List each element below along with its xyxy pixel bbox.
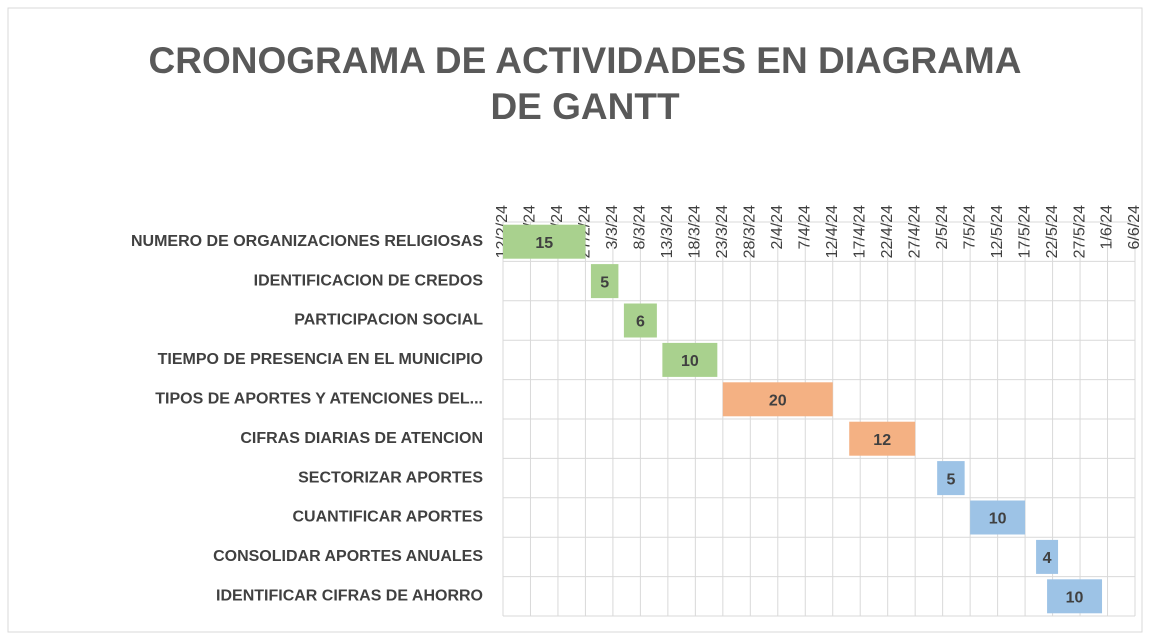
- x-tick-label: 3/3/24: [604, 205, 621, 250]
- bar: [623, 303, 657, 338]
- x-tick-label: 17/5/24: [1016, 205, 1033, 258]
- x-tick-label: 27/5/24: [1071, 205, 1088, 258]
- category-label: CIFRAS DIARIAS DE ATENCION: [240, 430, 483, 447]
- category-label: CONSOLIDAR APORTES ANUALES: [213, 548, 483, 565]
- bar: [970, 500, 1026, 535]
- category-label: NUMERO DE ORGANIZACIONES RELIGIOSAS: [131, 233, 483, 250]
- x-tick-label: 17/4/24: [851, 205, 868, 258]
- x-tick-label: 6/6/24: [1126, 205, 1143, 250]
- category-label: CUANTIFICAR APORTES: [292, 509, 483, 526]
- value-label: 20: [769, 393, 787, 410]
- x-tick-label: 13/3/24: [659, 205, 676, 258]
- x-tick-label: 8/3/24: [632, 205, 649, 250]
- value-label: 5: [600, 274, 609, 291]
- bar: [1047, 579, 1103, 614]
- value-label: 4: [1043, 550, 1052, 567]
- category-label: SECTORIZAR APORTES: [298, 469, 483, 486]
- bar: [937, 461, 965, 496]
- bar: [662, 342, 718, 377]
- category-label: TIPOS DE APORTES Y ATENCIONES DEL...: [155, 391, 483, 408]
- value-label: 10: [1066, 590, 1084, 607]
- value-label: 12: [873, 432, 891, 449]
- category-label: TIEMPO DE PRESENCIA EN EL MUNICIPIO: [158, 351, 483, 368]
- bar: [503, 224, 586, 259]
- category-label: IDENTIFICAR CIFRAS DE AHORRO: [216, 588, 483, 605]
- x-tick-label: 7/5/24: [961, 205, 978, 250]
- x-tick-label: 2/5/24: [934, 205, 951, 250]
- category-label: IDENTIFICACION DE CREDOS: [254, 272, 484, 289]
- value-label: 15: [535, 235, 553, 252]
- chart-border: [7, 7, 1143, 633]
- x-tick-label: 18/3/24: [687, 205, 704, 258]
- x-tick-label: 1/6/24: [1099, 205, 1116, 250]
- x-tick-label: 28/3/24: [742, 205, 759, 258]
- bar: [722, 382, 833, 417]
- bar: [1036, 539, 1059, 574]
- x-tick-label: 23/3/24: [714, 205, 731, 258]
- category-label: PARTICIPACION SOCIAL: [294, 312, 483, 329]
- bar: [590, 264, 619, 299]
- x-tick-label: 12/5/24: [989, 205, 1006, 258]
- value-label: 10: [681, 353, 699, 370]
- x-tick-label: 22/4/24: [879, 205, 896, 258]
- x-tick-label: 27/4/24: [906, 205, 923, 258]
- x-tick-label: 2/4/24: [769, 205, 786, 250]
- x-tick-label: 12/4/24: [824, 205, 841, 258]
- chart-title: CRONOGRAMA DE ACTIVIDADES EN DIAGRAMA DE…: [148, 40, 1022, 127]
- x-tick-label: 22/5/24: [1044, 205, 1061, 258]
- bar: [849, 421, 916, 456]
- value-label: 5: [946, 471, 955, 488]
- value-label: 10: [989, 511, 1007, 528]
- value-label: 6: [636, 314, 645, 331]
- x-tick-label: 7/4/24: [796, 205, 813, 250]
